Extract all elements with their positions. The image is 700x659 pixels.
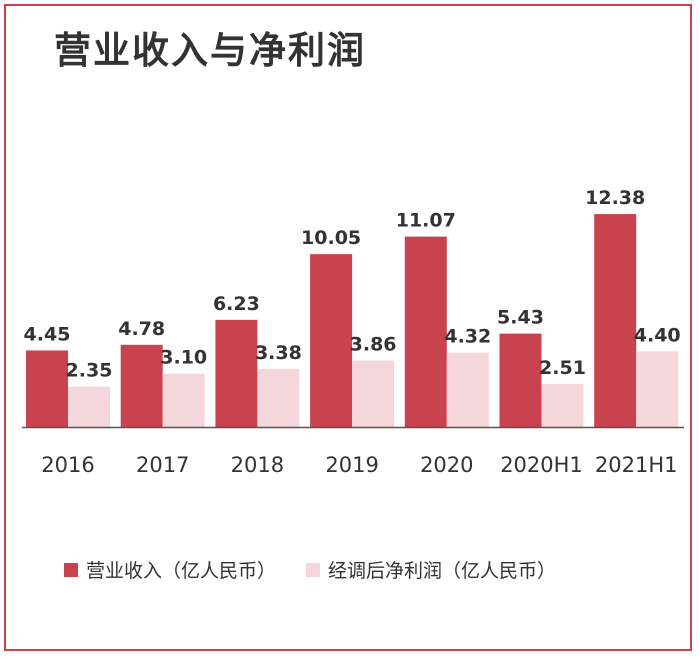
bar-revenue-2019	[310, 254, 353, 427]
data-label-profit-2020: 4.32	[444, 326, 491, 348]
data-label-profit-2017: 3.10	[160, 347, 207, 369]
x-tick-label-2019: 2019	[325, 453, 378, 477]
bar-revenue-2021H1	[594, 214, 637, 427]
data-label-revenue-2016: 4.45	[24, 323, 71, 345]
x-tick-label-2020: 2020	[420, 453, 473, 477]
bar-profit-2021H1	[636, 351, 679, 427]
data-label-profit-2019: 3.86	[350, 334, 397, 356]
bar-profit-2018	[257, 368, 300, 427]
data-label-profit-2018: 3.38	[255, 342, 302, 364]
data-label-revenue-2018: 6.23	[213, 293, 260, 315]
legend: 营业收入（亿人民币） 经调后净利润（亿人民币）	[64, 556, 586, 583]
bar-profit-2020H1	[541, 383, 584, 427]
bar-profit-2019	[352, 360, 395, 427]
data-label-profit-2021H1: 4.40	[634, 324, 681, 346]
data-label-revenue-2021H1: 12.38	[585, 187, 645, 209]
x-tick-label-2017: 2017	[136, 453, 189, 477]
data-label-revenue-2019: 10.05	[301, 227, 361, 249]
x-tick-label-2020H1: 2020H1	[500, 453, 583, 477]
legend-item-revenue: 营业收入（亿人民币）	[64, 556, 276, 583]
bar-revenue-2016	[26, 350, 68, 427]
x-tick-label-2018: 2018	[231, 453, 284, 477]
legend-label-revenue: 营业收入（亿人民币）	[86, 560, 277, 582]
bar-profit-2016	[68, 386, 110, 427]
legend-swatch-profit	[306, 562, 321, 577]
x-tick-label-2021H1: 2021H1	[595, 453, 678, 477]
bar-profit-2017	[162, 373, 205, 427]
bar-revenue-2018	[215, 319, 258, 427]
bar-revenue-2020	[404, 236, 447, 427]
bar-profit-2020	[446, 352, 489, 427]
data-label-revenue-2020H1: 5.43	[497, 307, 544, 329]
x-tick-label-2016: 2016	[41, 453, 94, 477]
data-label-profit-2020H1: 2.51	[539, 357, 586, 379]
legend-item-profit: 经调后净利润（亿人民币）	[306, 556, 556, 583]
legend-swatch-revenue	[64, 562, 78, 577]
legend-label-profit: 经调后净利润（亿人民币）	[328, 560, 557, 582]
bar-revenue-2017	[120, 344, 163, 427]
bar-revenue-2020H1	[499, 333, 542, 427]
chart-title: 营业收入与净利润	[54, 29, 366, 72]
bar-chart: 4.45 2.35 2016 4.78 3.10 2017 6.23 3.38 2018 10.0…	[22, 187, 684, 477]
data-label-revenue-2020: 11.07	[396, 210, 456, 232]
data-label-revenue-2017: 4.78	[118, 318, 165, 340]
data-label-profit-2016: 2.35	[66, 360, 113, 382]
